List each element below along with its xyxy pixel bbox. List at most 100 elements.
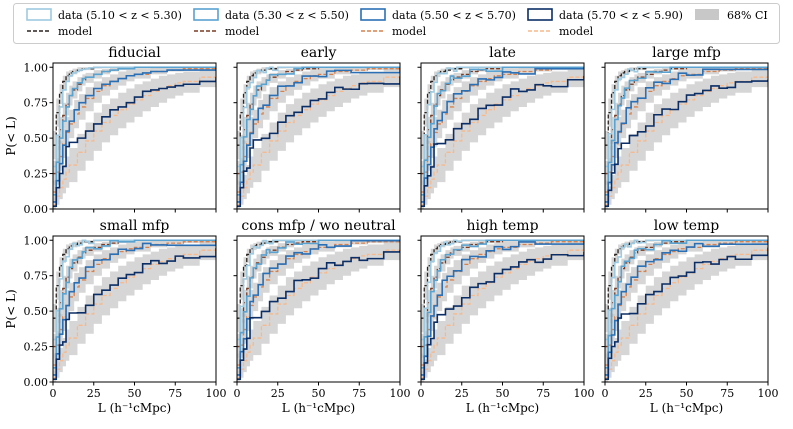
- panel-plot-area-3: [421, 66, 584, 209]
- panel-title-2: early: [301, 45, 337, 61]
- panel-4: large mfp: [601, 45, 769, 213]
- panel-title-6: cons mfp / wo neutral: [241, 218, 396, 234]
- x-axis-label: L (h⁻¹cMpc): [282, 401, 355, 415]
- data-line-4: [421, 251, 584, 380]
- panel-plot-area-1: [53, 66, 216, 209]
- legend-swatch-data-2: [193, 8, 219, 21]
- data-line-2: [421, 239, 584, 369]
- y-tick-label: 1.00: [24, 234, 49, 247]
- x-tick-label: 100: [758, 387, 779, 400]
- model-line-1: [237, 66, 400, 146]
- panel-6: cons mfp / wo neutral 0 25 50 75 100 L (h⁻¹cMp…: [233, 218, 411, 415]
- data-line-1: [237, 66, 400, 168]
- x-tick-label: 0: [418, 387, 425, 400]
- panel-title-7: high temp: [466, 218, 538, 234]
- model-line-1: [605, 239, 768, 319]
- data-line-2: [605, 239, 768, 369]
- legend-label-model-2: model: [225, 25, 260, 38]
- data-line-4: [237, 250, 400, 380]
- y-tick-label: 0.00: [24, 203, 49, 216]
- data-line-3: [53, 67, 216, 203]
- legend-frame: [13, 3, 780, 44]
- legend-label-data-3: data (5.50 < z < 5.70): [392, 9, 516, 22]
- panel-title-4: large mfp: [652, 45, 721, 61]
- panel-title-3: late: [489, 45, 516, 61]
- x-tick-label: 0: [234, 387, 241, 400]
- data-line-1: [53, 239, 216, 341]
- x-tick-label: 50: [496, 387, 510, 400]
- legend-swatch-data-1: [26, 8, 52, 21]
- legend-swatch-data-4: [527, 8, 553, 21]
- model-line-1: [421, 239, 584, 319]
- panel-plot-area-5: [53, 239, 216, 382]
- model-line-2: [605, 239, 768, 348]
- legend-label-data-1: data (5.10 < z < 5.30): [58, 9, 182, 22]
- data-line-4: [53, 77, 216, 207]
- x-tick-label: 0: [50, 387, 57, 400]
- legend-label-model-4: model: [559, 25, 594, 38]
- ci-band-3: [421, 240, 584, 374]
- panel-title-8: low temp: [654, 218, 720, 234]
- y-tick-label: 0.50: [24, 132, 49, 145]
- data-line-3: [421, 67, 584, 203]
- legend-label-ci: 68% CI: [727, 9, 768, 22]
- data-line-1: [605, 239, 768, 341]
- x-tick-label: 50: [128, 387, 142, 400]
- model-line-1: [53, 66, 216, 146]
- x-tick-label: 25: [87, 387, 101, 400]
- x-axis-label: L (h⁻¹cMpc): [650, 401, 723, 415]
- panel-7: high temp 0 25 50 75 100 L (h⁻¹cMpc): [417, 218, 595, 415]
- x-tick-label: 100: [206, 387, 227, 400]
- panel-plot-area-6: [237, 239, 400, 382]
- data-line-2: [237, 66, 400, 196]
- x-tick-label: 0: [602, 387, 609, 400]
- panel-2: early: [233, 45, 401, 213]
- ci-band-3: [421, 67, 584, 201]
- panel-1: fiducial 0.00 0.25 0.50 0.75 1.00 P(< L): [4, 45, 217, 216]
- data-line-2: [53, 66, 216, 196]
- data-line-2: [421, 66, 584, 196]
- data-line-1: [237, 239, 400, 341]
- x-tick-label: 75: [352, 387, 366, 400]
- data-line-2: [237, 239, 400, 369]
- legend-label-model-1: model: [58, 25, 93, 38]
- panel-plot-area-4: [605, 66, 768, 209]
- data-line-3: [237, 67, 400, 203]
- x-tick-label: 75: [536, 387, 550, 400]
- panel-plot-area-2: [237, 66, 400, 209]
- panels: fiducial 0.00 0.25 0.50 0.75 1.00 P(< L) early l…: [4, 45, 779, 415]
- y-axis-label: P(< L): [4, 116, 18, 155]
- ci-band-3: [605, 240, 768, 374]
- data-line-3: [53, 240, 216, 376]
- model-line-2: [53, 239, 216, 348]
- model-line-2: [237, 239, 400, 348]
- legend: data (5.10 < z < 5.30) data (5.30 < z < 5…: [13, 3, 780, 44]
- data-line-1: [53, 66, 216, 168]
- model-line-2: [53, 66, 216, 175]
- legend-swatch-ci: [695, 9, 719, 20]
- panel-plot-area-7: [421, 239, 584, 382]
- data-line-3: [605, 67, 768, 203]
- ci-band-1: [605, 67, 768, 160]
- ci-band-3: [53, 67, 216, 201]
- x-tick-label: 25: [639, 387, 653, 400]
- data-line-1: [421, 66, 584, 168]
- panel-plot-area-8: [605, 239, 768, 382]
- ci-band-1: [421, 240, 584, 333]
- legend-swatch-data-3: [360, 8, 386, 21]
- model-line-2: [421, 239, 584, 348]
- x-tick-label: 50: [680, 387, 694, 400]
- model-line-1: [53, 239, 216, 319]
- y-tick-label: 0.75: [24, 97, 49, 110]
- data-line-3: [237, 239, 400, 376]
- ci-band-3: [605, 67, 768, 201]
- y-tick-label: 0.50: [24, 305, 49, 318]
- y-axis-label: P(< L): [4, 289, 18, 328]
- y-tick-label: 0.25: [24, 341, 49, 354]
- data-line-1: [605, 66, 768, 168]
- panel-3: late: [417, 45, 585, 213]
- panel-5: small mfp 0 25 50 75 100 0.00 0.25 0.50 0.75 1.00 L…: [4, 218, 227, 415]
- data-line-4: [237, 76, 400, 207]
- panel-title-5: small mfp: [100, 218, 170, 234]
